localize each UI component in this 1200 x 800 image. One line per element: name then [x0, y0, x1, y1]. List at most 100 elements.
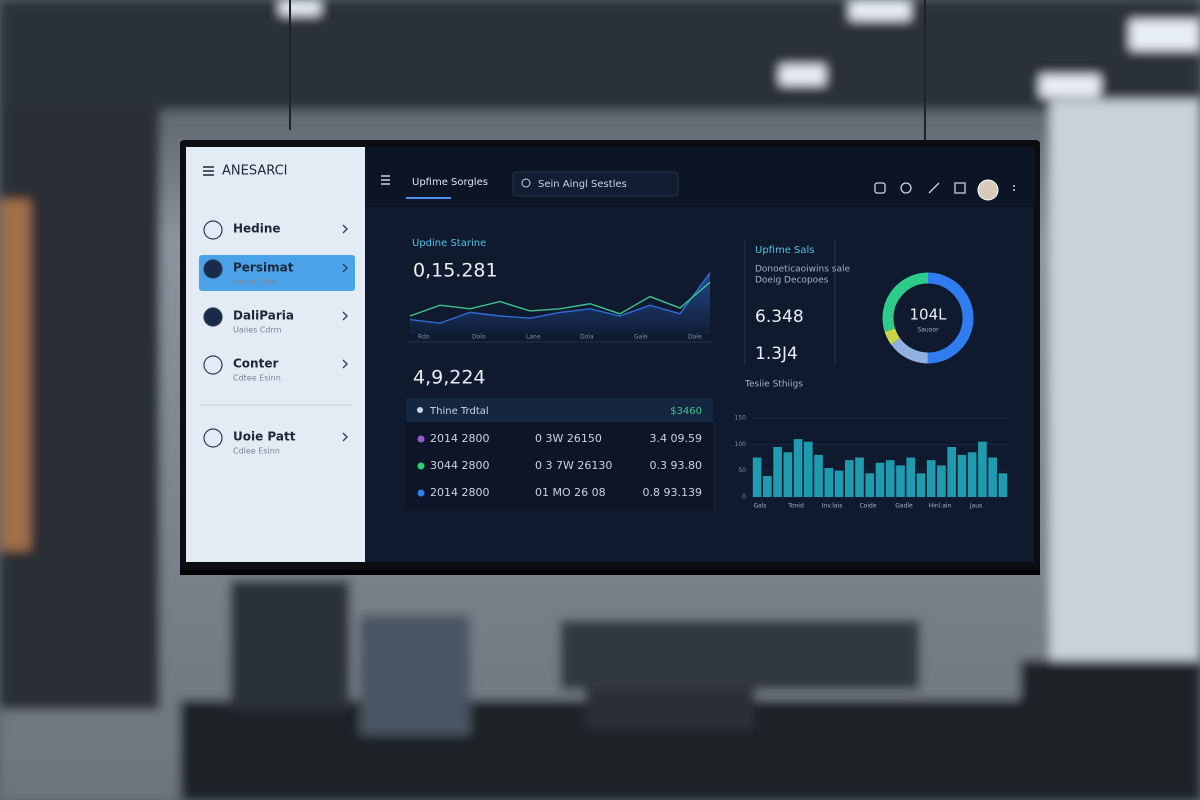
bar: [804, 441, 813, 497]
nav-icon: [203, 220, 223, 240]
y-tick-label: 50: [738, 467, 746, 474]
row-dot: [417, 435, 425, 443]
bar: [978, 441, 987, 497]
bar: [896, 465, 905, 497]
bar: [885, 460, 895, 497]
cell: 0.3 93.80: [650, 459, 702, 472]
donut-sub: Sauoor: [917, 327, 939, 334]
nav-item[interactable]: Persimat Onleo Cdin: [199, 255, 355, 291]
cell: 2014 2800: [430, 486, 490, 499]
nav-item[interactable]: Uoie Patt Cdlee Esinn: [200, 404, 352, 456]
nav-icon: [203, 355, 223, 375]
bar: [916, 473, 926, 497]
nav-sub: Uaiies Cdrm: [233, 326, 282, 335]
more-icon[interactable]: [1013, 189, 1015, 191]
nav-sub: Cdtee Esinn: [233, 374, 281, 383]
bar: [957, 454, 967, 497]
y-tick-label: 100: [735, 441, 747, 448]
bar: [855, 457, 864, 497]
icon[interactable]: [900, 182, 912, 194]
x-label: Dolo: [472, 334, 486, 341]
bar: [947, 446, 956, 497]
more-icon[interactable]: [1013, 185, 1015, 187]
icon[interactable]: [928, 182, 940, 194]
nav-sub: Cdlee Esinn: [233, 447, 280, 456]
x-label: Inv.lais: [822, 503, 843, 510]
bar: [783, 452, 793, 497]
bar: [844, 460, 854, 497]
avatar[interactable]: [977, 179, 999, 201]
bar: [824, 468, 834, 497]
menu-icon[interactable]: [203, 166, 214, 176]
table-panel: 4,9,224 Thine Trdtal $3460 2014 2800 0 3W…: [406, 367, 713, 510]
metric: 4,9,224: [413, 367, 486, 389]
bar: [834, 470, 844, 497]
x-label: Gale: [634, 334, 648, 341]
nav-label: Persimat: [233, 261, 294, 275]
line: [409, 281, 711, 317]
monitor-bezel: [180, 570, 1040, 575]
x-label: Gals: [753, 503, 766, 510]
chevron: [342, 432, 348, 442]
bar: [793, 439, 803, 497]
search-icon: [521, 178, 531, 188]
bar: [906, 457, 916, 497]
nav-item[interactable]: Conter Cdtee Esinn: [203, 355, 348, 383]
bar: [763, 475, 772, 497]
cell: 01 MO 26 08: [535, 486, 606, 499]
panel-title: Tesiie Sthiigs: [744, 380, 803, 390]
bar-panel: Tesiie Sthiigs 0 50 100 150 Gals Tonid Inv.lai…: [735, 380, 1008, 510]
bullet: [417, 407, 423, 413]
area: [410, 272, 710, 334]
nav-label: Uoie Patt: [233, 430, 296, 444]
bar: [926, 460, 936, 497]
cell: 0.8 93.139: [643, 486, 702, 499]
icon[interactable]: [874, 182, 886, 194]
x-label: Hinl.ain: [929, 503, 952, 510]
line: [409, 272, 711, 324]
x-label: Tonid: [787, 503, 804, 510]
chevron: [342, 359, 348, 369]
nav-label: Conter: [233, 357, 278, 371]
row-dot: [417, 489, 425, 497]
panel-title: Upfime Sals: [755, 245, 815, 256]
nav-item[interactable]: Hedine: [203, 220, 348, 240]
tab[interactable]: Upfime Sorgles: [412, 177, 488, 188]
bar: [814, 454, 823, 497]
cell: 2014 2800: [430, 432, 490, 445]
chevron: [342, 311, 348, 321]
nav-label: DaliParia: [233, 309, 294, 323]
x-label: Rdo: [418, 334, 430, 341]
header-cell: $3460: [670, 406, 702, 417]
bar: [988, 457, 997, 497]
table-header: [406, 398, 713, 422]
header-cell: Thine Trdtal: [429, 406, 489, 417]
y-tick-label: 150: [735, 415, 747, 422]
search-box[interactable]: [512, 171, 679, 197]
sales-panel: Upfime Sals Donoeticaoiwins sale Doeig D…: [744, 240, 974, 365]
sidebar: ANESARCI Hedine Persimat Onleo Cdin DaliPar…: [186, 147, 365, 562]
cell: 0 3W 26150: [535, 432, 602, 445]
x-label: Jaus: [969, 503, 982, 510]
x-label: Coide: [859, 503, 876, 510]
nav-label: Hedine: [233, 222, 281, 236]
metric: 0,15.281: [413, 260, 498, 282]
topbar: Upfime Sorgles Sein Aingl Sestles: [365, 147, 1034, 207]
line-panel: Updine Starine 0,15.281 Rdo Dolo Lane Dola G…: [408, 238, 712, 343]
description: Donoeticaoiwins sale: [755, 265, 851, 275]
menu-icon[interactable]: [381, 175, 390, 185]
chevron: [342, 224, 348, 234]
donut-center: 104L: [910, 306, 948, 324]
y-tick-label: 0: [742, 494, 746, 501]
icon[interactable]: [954, 182, 966, 194]
bar: [773, 446, 782, 497]
nav-icon: [203, 428, 223, 448]
nav-highlight: [199, 255, 355, 291]
bar: [998, 473, 1008, 497]
metric: 6.348: [755, 307, 804, 327]
nav-item[interactable]: DaliParia Uaiies Cdrm: [203, 307, 348, 335]
cell: 0 3 7W 26130: [535, 459, 612, 472]
bar: [752, 457, 762, 497]
search-text[interactable]: Sein Aingl Sestles: [538, 179, 627, 190]
